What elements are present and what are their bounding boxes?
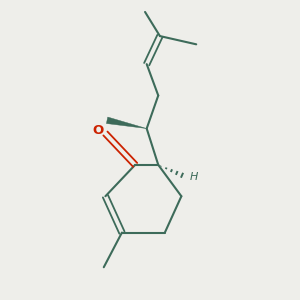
Polygon shape	[106, 117, 147, 128]
Text: H: H	[189, 172, 198, 182]
Text: O: O	[92, 124, 104, 137]
